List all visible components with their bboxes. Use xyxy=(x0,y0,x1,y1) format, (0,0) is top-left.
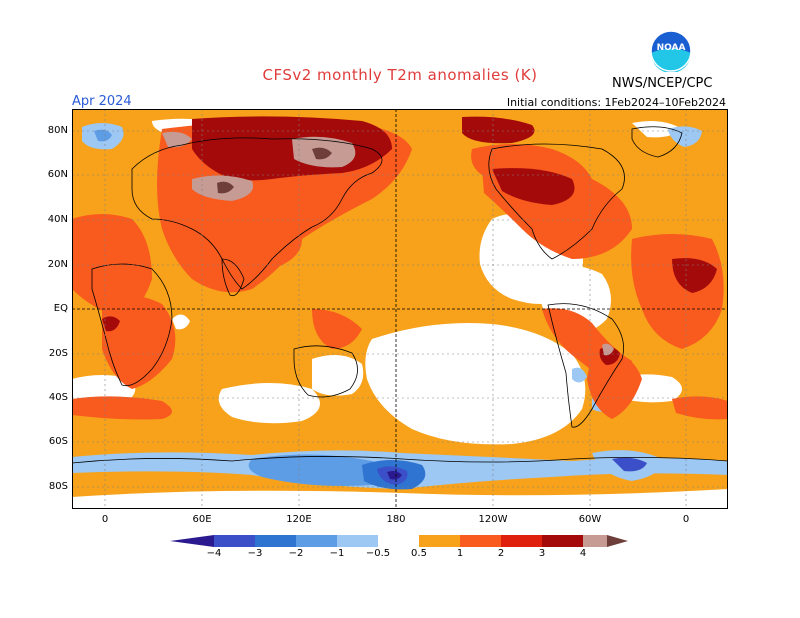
lat-label-20s: 20S xyxy=(48,348,68,359)
equator-dateline xyxy=(72,109,728,509)
colorbar-segment-2-1 xyxy=(296,535,337,547)
colorbar-segment-05-1 xyxy=(419,535,460,547)
colorbar-label-4: 4 xyxy=(579,548,587,559)
extreme-regions xyxy=(162,131,614,356)
colorbar-segment-gt-4 xyxy=(607,535,628,547)
colorbar-segment-1-2 xyxy=(460,535,501,547)
colorbar-segment-lt-4 xyxy=(170,535,214,547)
cold-regions xyxy=(72,123,728,490)
colorbar-segment-white xyxy=(378,535,419,547)
lat-label-40s: 40S xyxy=(48,392,68,403)
colorbar-label-m4: −4 xyxy=(206,548,222,559)
colorbar-label-1: 1 xyxy=(456,548,464,559)
colorbar-segment-3-2 xyxy=(255,535,296,547)
lon-label-0-east: 0 xyxy=(682,514,690,525)
noaa-logo-text: NOAA xyxy=(657,43,686,53)
lat-label-80n: 80N xyxy=(47,125,68,136)
coastlines xyxy=(72,126,728,464)
colorbar-label-m05: −0.5 xyxy=(365,548,391,559)
colorbar xyxy=(170,535,628,547)
lat-label-20n: 20N xyxy=(47,259,68,270)
lat-label-60s: 60S xyxy=(48,436,68,447)
agency-label: NWS/NCEP/CPC xyxy=(612,76,713,91)
colorbar-segment-3-4 xyxy=(542,535,583,547)
lon-label-0-west: 0 xyxy=(101,514,109,525)
lat-label-eq: EQ xyxy=(53,303,68,314)
lat-label-80s: 80S xyxy=(48,481,68,492)
colorbar-segment-2-3 xyxy=(501,535,542,547)
white-regions xyxy=(72,118,728,509)
lon-label-60e: 60E xyxy=(192,514,212,525)
initial-conditions-label: Initial conditions: 1Feb2024–10Feb2024 xyxy=(506,96,726,109)
map-frame xyxy=(72,109,728,509)
colorbar-label-05: 0.5 xyxy=(411,548,427,559)
lon-label-180: 180 xyxy=(386,514,406,525)
noaa-logo-icon: NOAA xyxy=(650,30,692,72)
colorbar-segment-4-3 xyxy=(214,535,255,547)
colorbar-label-m2: −2 xyxy=(288,548,304,559)
colorbar-label-m3: −3 xyxy=(247,548,263,559)
colorbar-label-m1: −1 xyxy=(329,548,345,559)
chart-title: CFSv2 monthly T2m anomalies (K) xyxy=(262,66,538,84)
colorbar-label-3: 3 xyxy=(538,548,546,559)
colorbar-segment-4-5 xyxy=(583,535,607,547)
month-label: Apr 2024 xyxy=(72,94,132,109)
lon-label-120w: 120W xyxy=(478,514,508,525)
colorbar-label-2: 2 xyxy=(497,548,505,559)
lon-label-60w: 60W xyxy=(578,514,602,525)
lon-label-120e: 120E xyxy=(286,514,312,525)
lat-label-60n: 60N xyxy=(47,169,68,180)
anomaly-map xyxy=(72,109,728,509)
lat-label-40n: 40N xyxy=(47,214,68,225)
colorbar-segment-1-05 xyxy=(337,535,378,547)
